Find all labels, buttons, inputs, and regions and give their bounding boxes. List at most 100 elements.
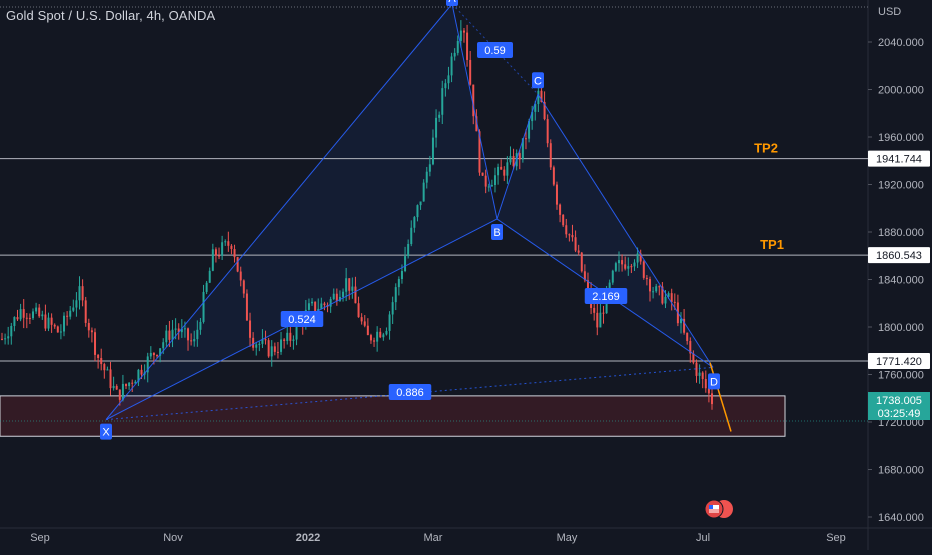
x-tick-label: 2022 xyxy=(296,532,320,544)
level-price-tag xyxy=(868,247,930,264)
candle-body xyxy=(596,312,599,328)
candle-body xyxy=(242,280,245,294)
candle-body xyxy=(661,286,664,304)
candle-body xyxy=(435,117,438,138)
candle-body xyxy=(472,84,475,117)
prz-zone xyxy=(0,395,786,437)
candle-body xyxy=(69,310,72,317)
level-annotation: TP1 xyxy=(760,237,784,252)
candle-body xyxy=(627,266,630,269)
candle-body xyxy=(388,314,391,331)
candle-body xyxy=(168,330,171,340)
candle-body xyxy=(162,342,165,349)
candle-body xyxy=(205,282,208,292)
candle-body xyxy=(25,317,28,319)
candle-body xyxy=(385,330,388,335)
candle-body xyxy=(506,162,509,176)
candle-body xyxy=(338,296,341,301)
candle-body xyxy=(521,138,524,160)
candle-body xyxy=(428,164,431,172)
pattern-point-badge xyxy=(446,0,458,6)
candle-body xyxy=(1,338,3,340)
x-tick-label: Nov xyxy=(163,532,183,544)
x-tick-label: Jul xyxy=(696,532,710,544)
y-tick-label: 2000.000 xyxy=(878,85,924,97)
x-tick-label: May xyxy=(557,532,578,544)
candle-body xyxy=(490,184,493,187)
candle-body xyxy=(524,138,527,140)
candle-body xyxy=(701,372,704,380)
pattern-leg-ab xyxy=(451,3,498,220)
candle-body xyxy=(47,317,50,329)
y-tick-label: 1680.000 xyxy=(878,465,924,477)
candle-body xyxy=(94,332,97,355)
candle-body xyxy=(546,119,549,144)
candle-body xyxy=(156,355,159,357)
candle-body xyxy=(342,291,345,297)
candle-body xyxy=(630,266,633,268)
candle-body xyxy=(32,311,35,319)
pattern-point-label: D xyxy=(710,376,718,388)
candle-body xyxy=(348,278,351,291)
candle-body xyxy=(664,296,667,304)
candle-body xyxy=(351,286,354,291)
candle-body xyxy=(10,325,13,337)
candle-body xyxy=(698,372,701,376)
y-tick-label: 1640.000 xyxy=(878,512,924,524)
candle-body xyxy=(264,339,267,341)
candle-body xyxy=(540,90,543,102)
chart-title: Gold Spot / U.S. Dollar, 4h, OANDA xyxy=(6,8,216,23)
candle-body xyxy=(72,307,75,311)
candle-body xyxy=(549,143,552,168)
candle-body xyxy=(599,312,602,328)
candle-body xyxy=(645,277,648,280)
candle-body xyxy=(503,169,506,176)
candle-body xyxy=(56,326,59,333)
candle-body xyxy=(574,237,577,251)
candle-body xyxy=(493,175,496,185)
candle-body xyxy=(518,153,521,160)
candle-body xyxy=(106,369,109,371)
ratio-label: 0.886 xyxy=(396,387,424,399)
candle-body xyxy=(571,235,574,238)
pattern-leg-xd xyxy=(105,366,714,421)
x-tick-label: Sep xyxy=(30,532,50,544)
level-price-label: 1941.744 xyxy=(876,154,922,166)
candle-body xyxy=(456,41,459,53)
candle-body xyxy=(280,339,283,352)
ratio-label: 0.59 xyxy=(484,45,505,57)
candle-body xyxy=(441,88,444,115)
candle-body xyxy=(13,317,16,326)
candle-body xyxy=(125,383,128,387)
candle-body xyxy=(512,155,515,167)
level-annotation: TP2 xyxy=(754,141,778,156)
candle-body xyxy=(190,340,193,342)
y-tick-label: 1840.000 xyxy=(878,275,924,287)
candle-body xyxy=(174,328,177,330)
x-tick-label: Sep xyxy=(826,532,846,544)
pattern-leg-bc xyxy=(496,94,539,220)
candle-body xyxy=(261,339,264,344)
candle-body xyxy=(202,291,205,322)
candle-body xyxy=(655,286,658,292)
candle-body xyxy=(453,52,456,57)
candle-body xyxy=(177,328,180,333)
pattern-leg-cd xyxy=(537,93,714,368)
pattern-point-label: A xyxy=(448,0,456,5)
candle-body xyxy=(568,234,571,236)
candle-body xyxy=(667,293,670,297)
candle-body xyxy=(450,56,453,76)
flag-icon[interactable] xyxy=(704,499,734,519)
ratio-label: 0.524 xyxy=(288,314,316,326)
candle-body xyxy=(670,293,673,302)
ratio-badge xyxy=(388,384,432,400)
candle-body xyxy=(611,270,614,283)
candle-body xyxy=(183,328,186,330)
current-price-label: 1738.005 xyxy=(876,395,922,407)
candle-body xyxy=(360,317,363,322)
candle-body xyxy=(97,354,100,359)
candle-body xyxy=(22,309,25,318)
candle-body xyxy=(711,393,713,405)
